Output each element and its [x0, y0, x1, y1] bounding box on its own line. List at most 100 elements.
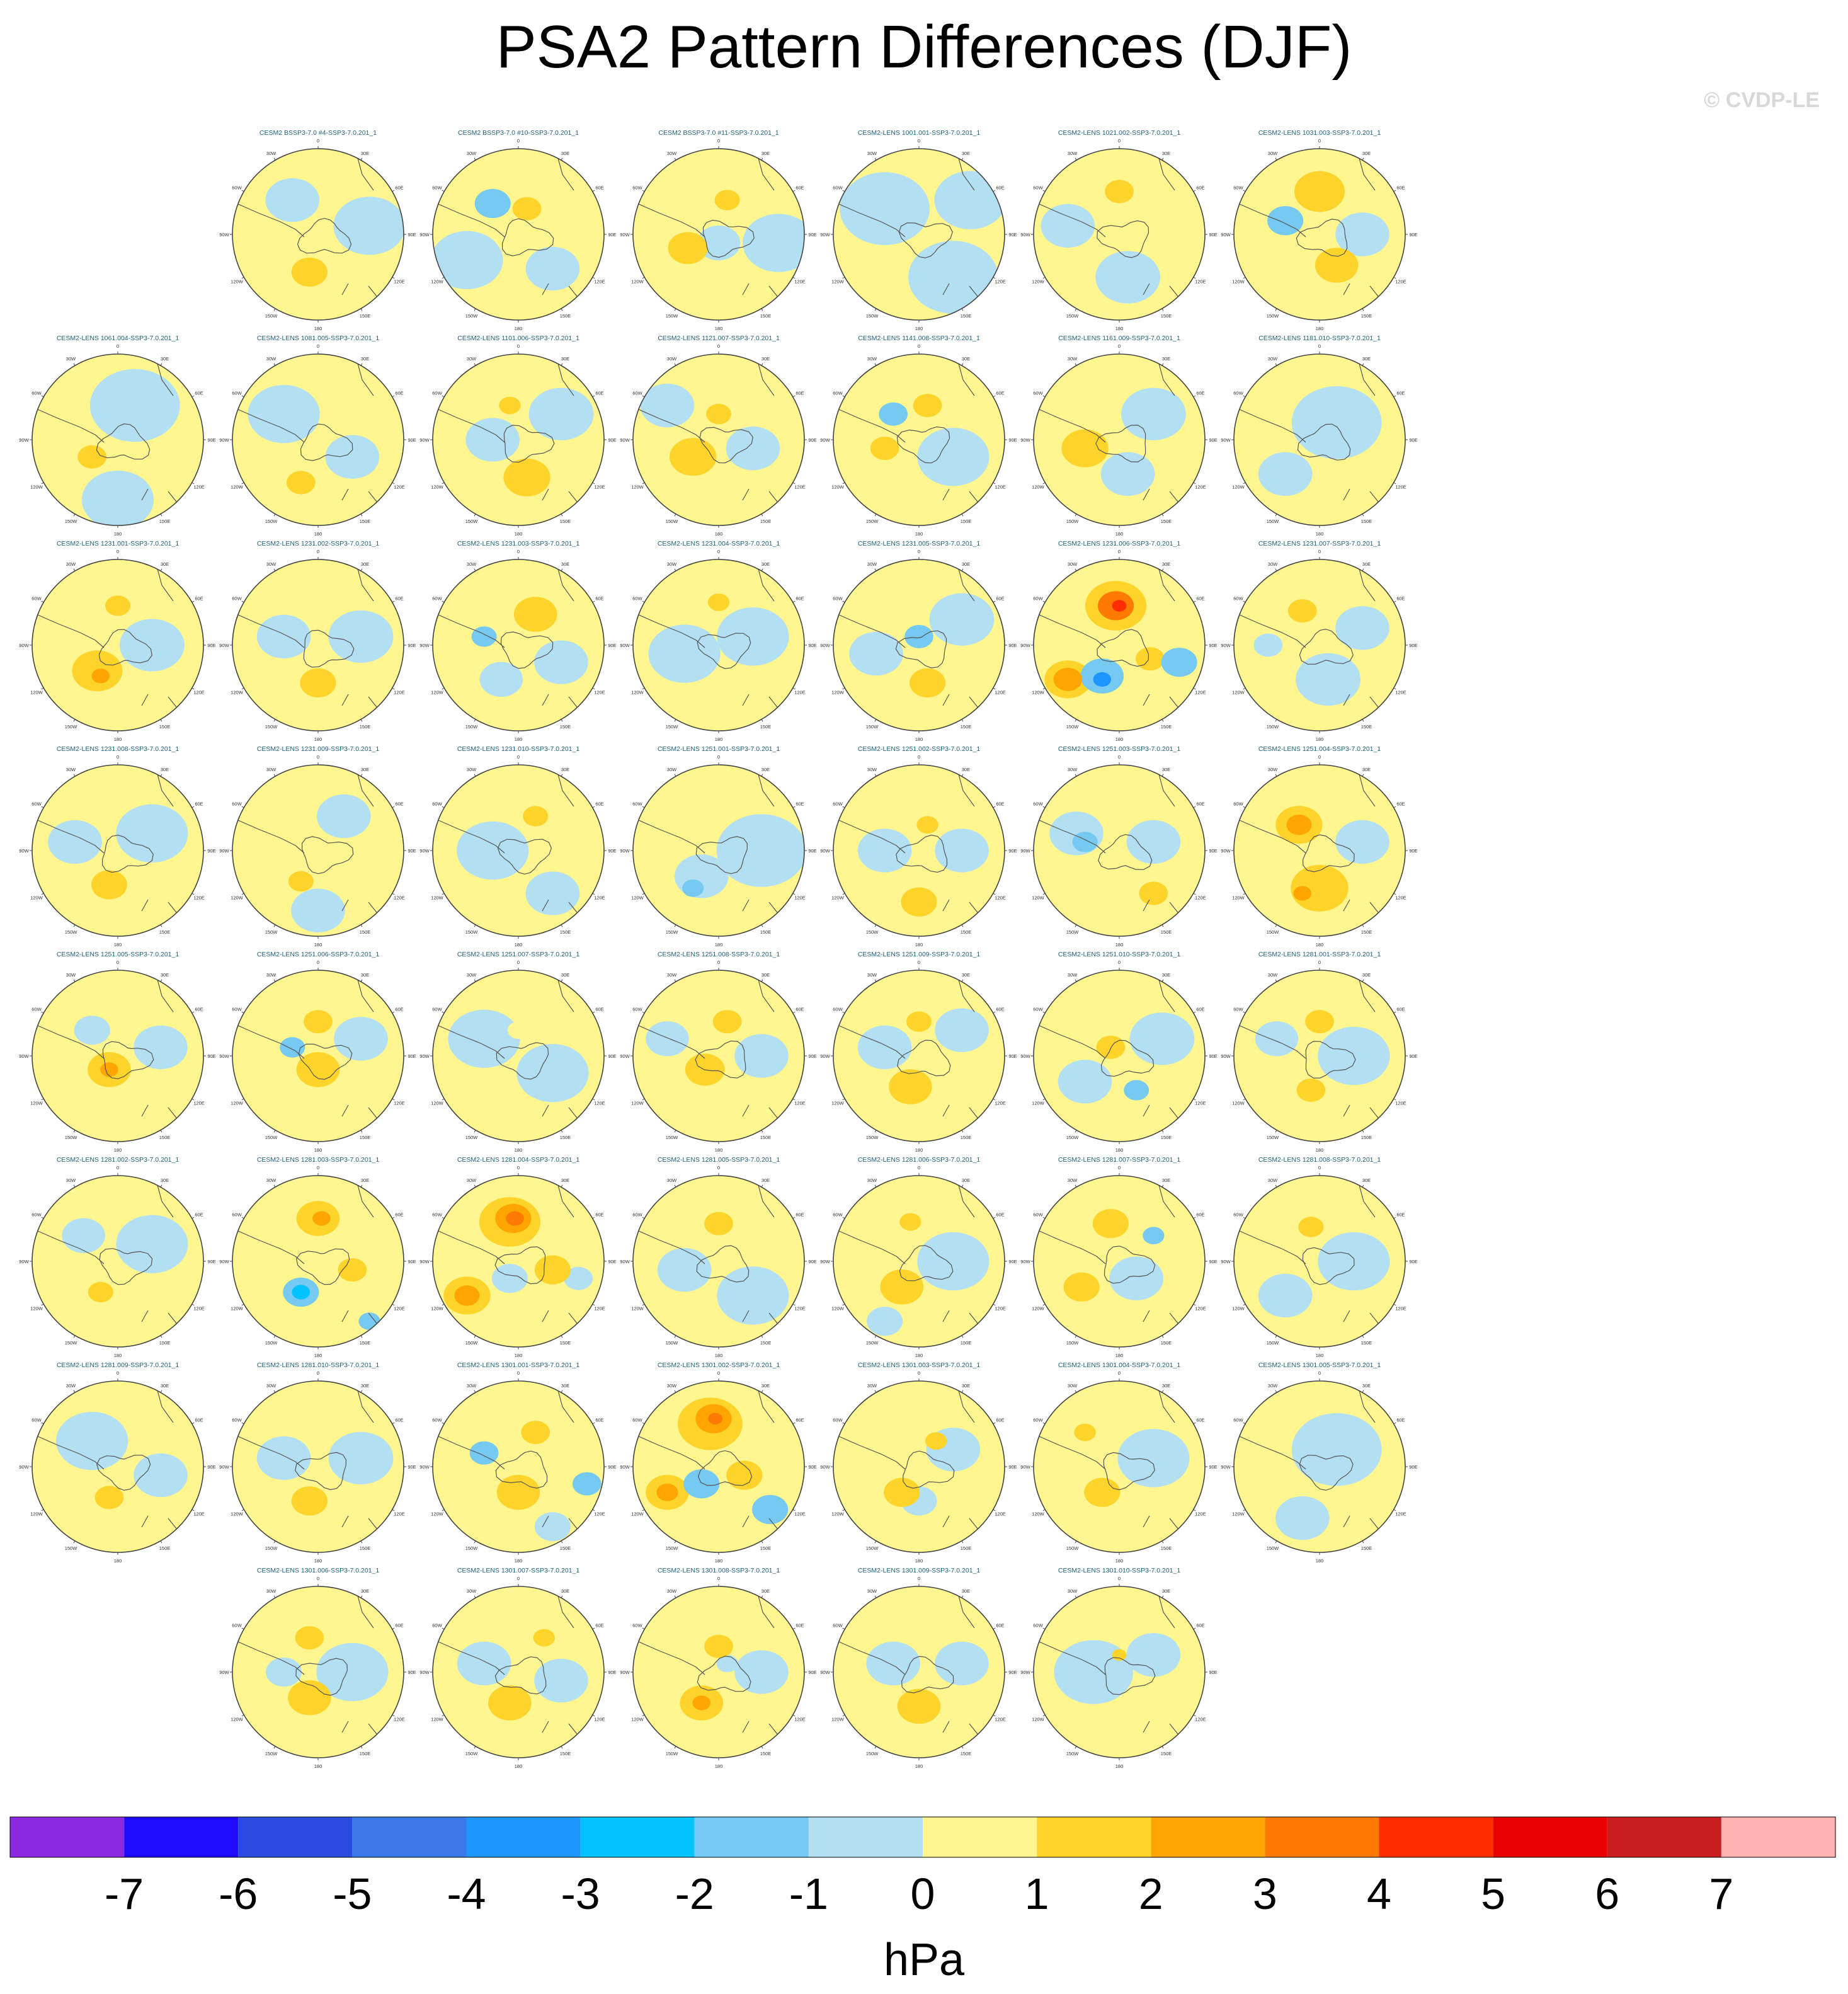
panel-tick: [273, 719, 276, 722]
panel-background: [833, 1381, 1005, 1552]
panel-tick: [1362, 979, 1364, 982]
panel-tick-label: 90W: [19, 1464, 29, 1470]
panel-tick-label: 90E: [408, 1464, 416, 1470]
panel-tick: [561, 1130, 563, 1133]
panel-tick-label: 30E: [1162, 1383, 1170, 1389]
panel-tick-label: 90W: [820, 232, 830, 238]
panel-tick-label: 30E: [962, 767, 970, 772]
panel-tick-label: 150W: [65, 1545, 78, 1551]
continent-coastline: [232, 1023, 305, 1059]
panel-tick-label: 30W: [467, 151, 477, 156]
panel-tick: [191, 1304, 195, 1306]
panel-tick: [961, 979, 964, 982]
panel-tick-label: 90W: [419, 643, 430, 648]
panel-tick: [273, 1540, 276, 1544]
panel-tick-label: 180: [114, 1558, 122, 1564]
panel-tick: [842, 1422, 845, 1424]
panel-tick: [1393, 1422, 1396, 1424]
panel-tick-label: 90E: [408, 1259, 416, 1264]
panel-label: CESM2-LENS 1281.005-SSP3-7.0.201_1: [658, 1156, 780, 1164]
panel-tick-label: 60W: [632, 1418, 642, 1423]
panel-tick-label: 30W: [467, 561, 477, 567]
continent-coastline: [141, 1104, 149, 1117]
map-panel: CESM2-LENS 1301.007-SSP3-7.0.201_1030E60…: [419, 1567, 616, 1769]
panel-tick: [392, 190, 395, 192]
panel-label: CESM2-LENS 1301.007-SSP3-7.0.201_1: [457, 1567, 580, 1574]
anomaly-contour: [867, 1307, 903, 1336]
antarctica-coastline: [702, 219, 755, 258]
panel-tick: [592, 395, 595, 398]
panel-tick-label: 60W: [31, 596, 42, 602]
panel-tick-label: 90W: [19, 1053, 29, 1059]
panel-label: CESM2-LENS 1301.006-SSP3-7.0.201_1: [257, 1567, 380, 1574]
panel-tick: [442, 1098, 445, 1101]
panel-tick: [1161, 774, 1164, 777]
panel-tick-label: 150E: [360, 1545, 371, 1551]
panel-tick: [474, 924, 476, 927]
panel-tick: [792, 277, 796, 279]
panel-tick-label: 90E: [207, 1053, 215, 1059]
colorbar-segment: [238, 1817, 353, 1857]
panel-tick-label: 90E: [608, 1670, 616, 1675]
panel-tick: [842, 277, 845, 279]
panel-tick-label: 0: [517, 1165, 520, 1171]
panel-tick: [442, 1011, 445, 1014]
panel-tick-label: 150E: [961, 724, 972, 730]
panel-tick: [1161, 1130, 1164, 1133]
panel-tick: [160, 1130, 163, 1133]
panel-tick-label: 150W: [666, 929, 679, 935]
panel-tick: [642, 1098, 645, 1101]
panel-background: [232, 1381, 404, 1552]
anomaly-contour: [916, 816, 938, 834]
panel-tick: [642, 687, 645, 690]
panel-tick-label: 180: [715, 1763, 723, 1769]
panel-tick-label: 150W: [1066, 1340, 1080, 1346]
panel-tick: [273, 1335, 276, 1338]
panel-tick-label: 150W: [65, 1135, 78, 1140]
panel-tick: [1393, 893, 1396, 895]
panel-tick-label: 120E: [1195, 1511, 1206, 1517]
continent-coastline: [1034, 1023, 1106, 1059]
panel-tick: [1243, 600, 1246, 603]
anomaly-contour: [657, 1247, 712, 1292]
panel-tick: [392, 806, 395, 808]
panel-tick: [273, 979, 276, 982]
panel-tick-label: 150E: [560, 1340, 571, 1346]
continent-coastline: [433, 1228, 505, 1264]
panel-tick-label: 90W: [820, 1259, 830, 1264]
panel-tick-label: 60W: [1033, 391, 1043, 396]
panel-tick-label: 120W: [231, 895, 244, 901]
colorbar-tick-label: -6: [219, 1869, 258, 1918]
map-panel: CESM2-LENS 1281.007-SSP3-7.0.201_1030E60…: [1020, 1156, 1217, 1358]
continent-coastline: [232, 612, 305, 648]
anomaly-contour: [1105, 180, 1134, 203]
panel-label: CESM2-LENS 1301.008-SSP3-7.0.201_1: [658, 1567, 780, 1574]
panel-label: CESM2-LENS 1031.003-SSP3-7.0.201_1: [1258, 129, 1381, 137]
panel-tick: [1075, 979, 1077, 982]
map-panel: CESM2-LENS 1301.002-SSP3-7.0.201_1030E60…: [620, 1361, 816, 1564]
panel-tick: [761, 1746, 763, 1749]
panel-tick-label: 150E: [961, 519, 972, 524]
panel-tick-label: 90W: [19, 643, 29, 648]
antarctica-coastline: [295, 1452, 347, 1491]
anomaly-contour: [646, 1021, 689, 1057]
panel-tick-label: 30W: [867, 1177, 877, 1183]
anomaly-contour: [338, 1258, 367, 1282]
panel-tick-label: 60E: [395, 801, 403, 807]
anomaly-contour: [1112, 1649, 1127, 1661]
anomaly-contour: [1335, 820, 1389, 864]
panel-tick: [73, 513, 76, 517]
panel-label: CESM2-LENS 1251.006-SSP3-7.0.201_1: [257, 951, 380, 958]
panel-tick: [1275, 1184, 1277, 1188]
panel-tick-label: 0: [1118, 343, 1121, 349]
panel-tick: [1362, 774, 1364, 777]
continent-coastline: [433, 612, 505, 648]
continent-coastline: [141, 1310, 149, 1322]
panel-tick-label: 180: [1316, 531, 1324, 537]
panel-tick: [442, 190, 445, 192]
panel-tick-label: 0: [317, 754, 319, 760]
panel-tick-label: 90E: [1008, 1259, 1017, 1264]
panel-tick: [73, 1540, 76, 1544]
panel-tick-label: 120W: [431, 895, 444, 901]
anomaly-contour: [119, 619, 185, 672]
